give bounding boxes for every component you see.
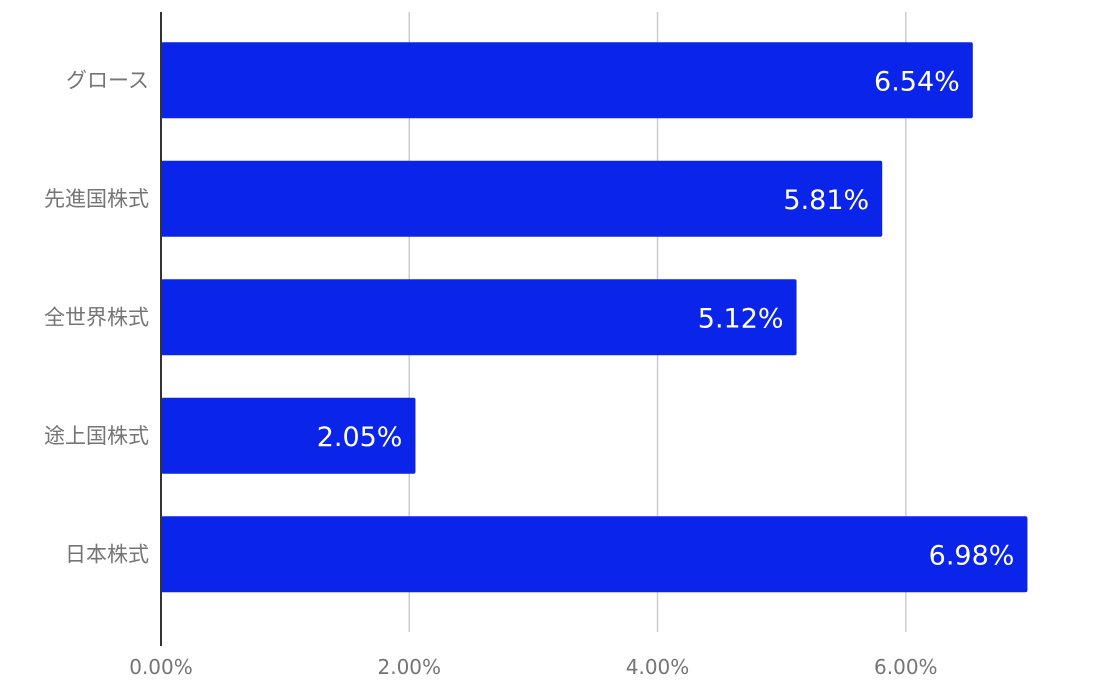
data-label-3: 2.05%: [317, 422, 403, 453]
category-label-0: グロース: [66, 68, 149, 92]
bar-0[interactable]: [161, 42, 973, 119]
x-tick-label-3: 6.00%: [874, 655, 938, 679]
category-label-2: 全世界株式: [44, 305, 149, 329]
bar-layer: [161, 42, 1028, 593]
x-tick-label-0: 0.00%: [129, 655, 193, 679]
label-layer: 0.00% 2.00% 4.00% 6.00% 6.54% グロース 5.81% 先進国株式 5…: [44, 66, 1014, 679]
x-tick-label-1: 2.00%: [377, 655, 441, 679]
x-tick-label-2: 4.00%: [626, 655, 690, 679]
bar-3[interactable]: [161, 397, 416, 474]
category-label-4: 日本株式: [65, 542, 149, 566]
bar-2[interactable]: [161, 279, 797, 356]
bar-1[interactable]: [161, 160, 883, 237]
data-label-2: 5.12%: [698, 303, 784, 334]
category-label-3: 途上国株式: [44, 424, 149, 448]
bar-4[interactable]: [161, 516, 1028, 593]
data-label-4: 6.98%: [929, 540, 1015, 571]
data-label-1: 5.81%: [783, 185, 869, 216]
data-label-0: 6.54%: [874, 66, 960, 97]
category-label-1: 先進国株式: [44, 187, 149, 211]
